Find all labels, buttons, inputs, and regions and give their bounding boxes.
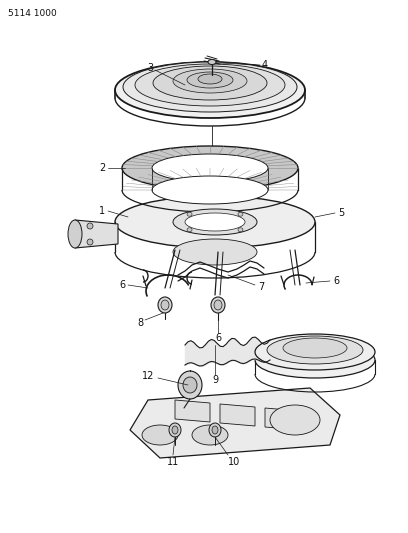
Ellipse shape bbox=[208, 60, 216, 64]
Ellipse shape bbox=[185, 213, 245, 231]
Ellipse shape bbox=[211, 297, 225, 313]
Text: 7: 7 bbox=[258, 282, 264, 292]
Polygon shape bbox=[265, 408, 300, 430]
Text: 1: 1 bbox=[99, 206, 105, 216]
Ellipse shape bbox=[214, 300, 222, 310]
Text: 5: 5 bbox=[338, 208, 344, 218]
Ellipse shape bbox=[255, 334, 375, 370]
Ellipse shape bbox=[238, 228, 243, 232]
Text: 3: 3 bbox=[147, 63, 153, 73]
Ellipse shape bbox=[158, 297, 172, 313]
Ellipse shape bbox=[172, 426, 178, 434]
Ellipse shape bbox=[187, 212, 192, 216]
Ellipse shape bbox=[115, 196, 315, 248]
Text: 5114 1000: 5114 1000 bbox=[8, 9, 57, 18]
Ellipse shape bbox=[212, 426, 218, 434]
Ellipse shape bbox=[135, 64, 285, 106]
Ellipse shape bbox=[115, 62, 305, 118]
Ellipse shape bbox=[173, 69, 247, 93]
Text: 12: 12 bbox=[142, 371, 154, 381]
Ellipse shape bbox=[152, 176, 268, 204]
Text: 4: 4 bbox=[262, 60, 268, 70]
Ellipse shape bbox=[87, 223, 93, 229]
Text: 6: 6 bbox=[215, 333, 221, 343]
Ellipse shape bbox=[68, 220, 82, 248]
Text: 6: 6 bbox=[119, 280, 125, 290]
Ellipse shape bbox=[178, 371, 202, 399]
Ellipse shape bbox=[173, 239, 257, 265]
Text: 9: 9 bbox=[212, 375, 218, 385]
Ellipse shape bbox=[173, 209, 257, 235]
Ellipse shape bbox=[198, 74, 222, 84]
Ellipse shape bbox=[183, 377, 197, 393]
Ellipse shape bbox=[161, 300, 169, 310]
Polygon shape bbox=[130, 388, 340, 458]
Ellipse shape bbox=[87, 239, 93, 245]
Ellipse shape bbox=[209, 423, 221, 437]
Text: 11: 11 bbox=[167, 457, 179, 467]
Ellipse shape bbox=[255, 342, 375, 378]
Polygon shape bbox=[220, 404, 255, 426]
Polygon shape bbox=[175, 400, 210, 422]
Text: 10: 10 bbox=[228, 457, 240, 467]
Ellipse shape bbox=[187, 228, 192, 232]
Ellipse shape bbox=[270, 405, 320, 435]
Ellipse shape bbox=[267, 336, 363, 364]
Ellipse shape bbox=[192, 425, 228, 445]
Ellipse shape bbox=[238, 212, 243, 216]
Ellipse shape bbox=[152, 154, 268, 182]
Ellipse shape bbox=[142, 425, 178, 445]
Polygon shape bbox=[75, 220, 118, 248]
Ellipse shape bbox=[123, 62, 297, 112]
Ellipse shape bbox=[187, 72, 233, 88]
Ellipse shape bbox=[283, 338, 347, 358]
Ellipse shape bbox=[122, 146, 298, 190]
Text: 6: 6 bbox=[333, 276, 339, 286]
Text: 8: 8 bbox=[137, 318, 143, 328]
Ellipse shape bbox=[169, 423, 181, 437]
Text: 2: 2 bbox=[99, 163, 105, 173]
Ellipse shape bbox=[153, 66, 267, 100]
